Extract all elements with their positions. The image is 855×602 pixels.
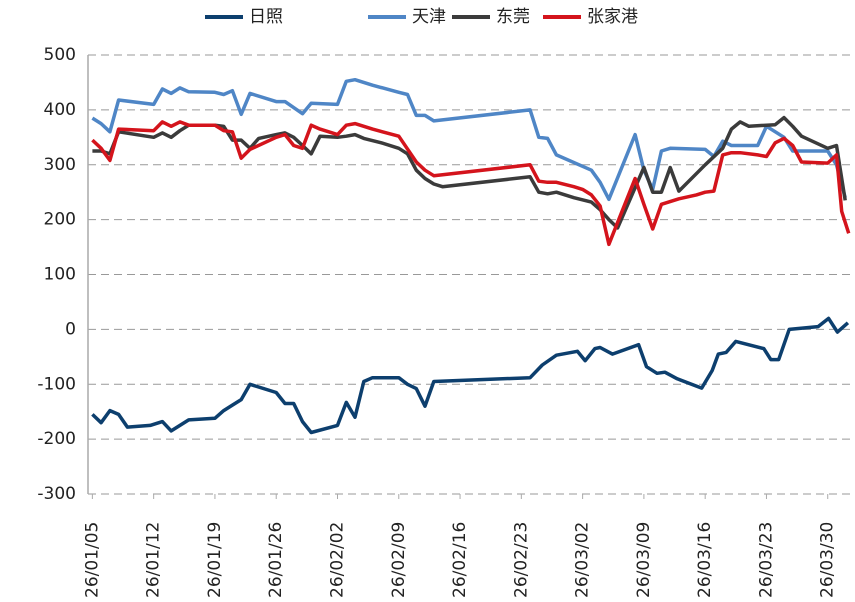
x-tick-label: 26/01/19 xyxy=(205,522,225,598)
x-tick-label: 26/03/02 xyxy=(573,522,593,598)
legend-label: 天津 xyxy=(412,7,446,27)
x-tick-label: 26/01/26 xyxy=(266,522,286,598)
x-tick-label: 26/01/05 xyxy=(82,522,102,598)
x-tick-label: 26/03/09 xyxy=(634,522,654,598)
y-tick-label: 0 xyxy=(65,319,76,339)
x-tick-label: 26/01/12 xyxy=(144,522,164,598)
series-line xyxy=(91,316,850,435)
y-tick-label: -100 xyxy=(37,374,76,394)
legend-label: 日照 xyxy=(249,7,283,27)
series-line xyxy=(91,120,851,247)
series-line xyxy=(92,115,847,230)
y-tick-label: 500 xyxy=(44,45,76,65)
x-tick-label: 26/03/23 xyxy=(756,522,776,598)
y-tick-label: 300 xyxy=(44,155,76,175)
x-tick-label: 26/03/16 xyxy=(695,522,715,598)
x-tick-label: 26/02/09 xyxy=(389,522,409,598)
y-tick-label: 400 xyxy=(44,100,76,120)
y-tick-label: -200 xyxy=(37,429,76,449)
legend-label: 东莞 xyxy=(496,7,530,27)
y-tick-label: 200 xyxy=(44,210,76,230)
x-tick-label: 26/02/16 xyxy=(450,522,470,598)
series-line xyxy=(91,77,847,202)
y-tick-label: -300 xyxy=(37,484,76,504)
x-tick-label: 26/02/23 xyxy=(511,522,531,598)
x-tick-label: 26/02/02 xyxy=(327,522,347,598)
x-tick-label: 26/03/30 xyxy=(818,522,838,598)
legend-label: 张家港 xyxy=(587,7,638,27)
y-tick-label: 100 xyxy=(44,265,76,285)
